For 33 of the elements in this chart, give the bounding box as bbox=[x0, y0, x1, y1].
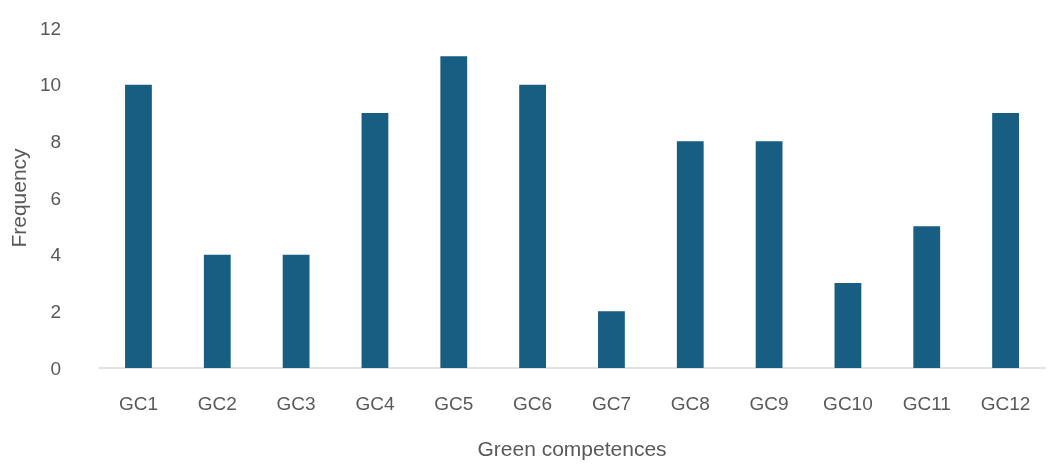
x-tick-label: GC10 bbox=[823, 393, 873, 414]
x-tick-label: GC9 bbox=[749, 393, 789, 414]
x-tick-label: GC3 bbox=[276, 393, 316, 414]
bar bbox=[834, 283, 862, 368]
y-axis-title: Frequency bbox=[7, 147, 30, 248]
bar bbox=[203, 254, 231, 368]
x-tick-label: GC6 bbox=[513, 393, 553, 414]
x-tick-label: GC7 bbox=[591, 393, 631, 414]
y-tick-label: 4 bbox=[50, 244, 62, 266]
bar bbox=[519, 84, 546, 368]
y-tick-label: 6 bbox=[50, 187, 62, 209]
y-tick-label: 0 bbox=[50, 357, 62, 379]
bar bbox=[361, 113, 389, 368]
bar bbox=[676, 141, 704, 368]
x-tick-label: GC11 bbox=[902, 393, 951, 414]
bar bbox=[755, 141, 783, 368]
bar bbox=[440, 56, 468, 368]
bar bbox=[282, 254, 310, 368]
x-tick-label: GC5 bbox=[434, 393, 474, 414]
bar bbox=[598, 311, 625, 368]
x-tick-label: GC1 bbox=[118, 393, 158, 414]
bar bbox=[913, 226, 941, 368]
x-tick-label: GC4 bbox=[355, 393, 395, 414]
x-tick-label: GC2 bbox=[197, 393, 237, 414]
y-tick-label: 2 bbox=[50, 300, 62, 322]
y-tick-label: 10 bbox=[39, 74, 62, 96]
bar bbox=[992, 113, 1019, 368]
x-tick-label: GC12 bbox=[980, 393, 1031, 414]
x-axis-title: Green competences bbox=[477, 437, 667, 460]
x-tick-label: GC8 bbox=[670, 393, 710, 414]
y-tick-label: 12 bbox=[39, 17, 62, 39]
bar bbox=[125, 84, 152, 368]
y-tick-label: 8 bbox=[50, 130, 62, 152]
